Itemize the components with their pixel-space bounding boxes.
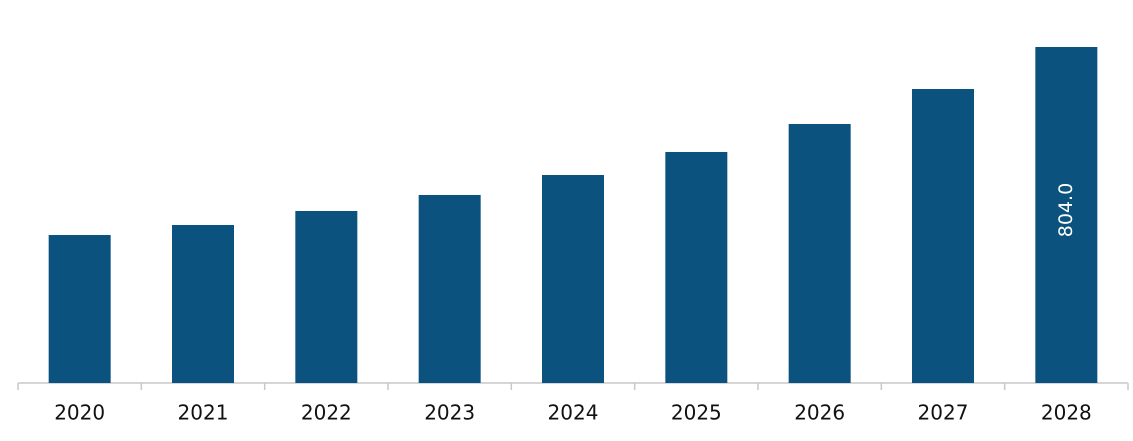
value-label: 804.0 [1055, 183, 1077, 237]
x-tick-label: 2025 [671, 401, 722, 425]
bar [1035, 47, 1098, 383]
x-tick-label: 2023 [424, 401, 475, 425]
x-tick-label: 2026 [794, 401, 845, 425]
x-tick-label: 2020 [54, 401, 105, 425]
x-tick-label: 2027 [918, 401, 969, 425]
bar [542, 175, 604, 383]
x-tick-label: 2022 [301, 401, 352, 425]
bar [48, 235, 111, 383]
x-tick-label: 2024 [548, 401, 599, 425]
bar [665, 151, 728, 383]
bar [172, 224, 234, 383]
bar [912, 89, 974, 383]
bar [295, 210, 358, 383]
bar [788, 123, 851, 384]
bar [418, 194, 481, 383]
x-tick-label: 2028 [1041, 401, 1092, 425]
x-tick-label: 2021 [178, 401, 229, 425]
